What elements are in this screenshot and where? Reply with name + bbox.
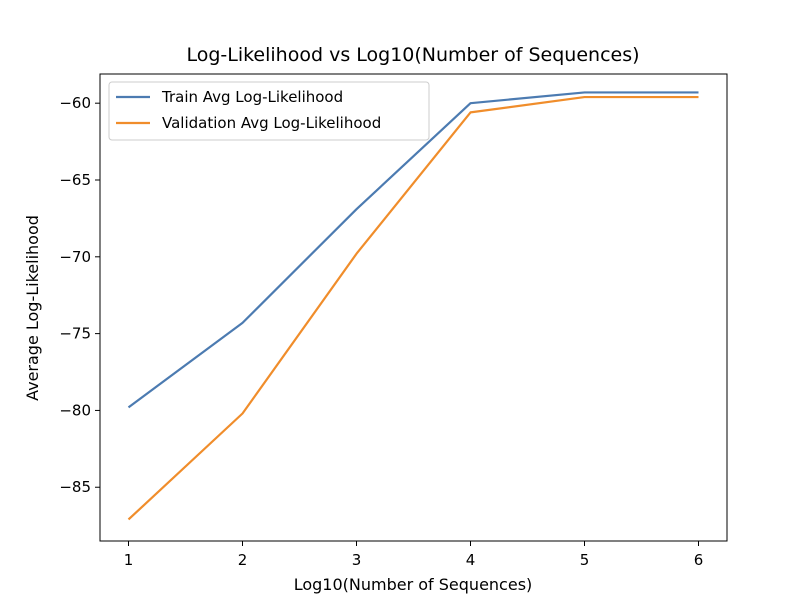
series-line-0 (127, 91, 699, 409)
y-tick-label: −60 (59, 94, 91, 112)
y-tick-label: −70 (59, 248, 91, 266)
y-tick-label: −85 (59, 478, 91, 496)
x-tick-label: 6 (694, 551, 704, 569)
x-tick-label: 5 (580, 551, 590, 569)
legend-box (108, 81, 430, 141)
series-line-1 (127, 95, 699, 521)
plot-frame (99, 73, 728, 542)
x-tick-label: 1 (124, 551, 134, 569)
legend-label-0: Train Avg Log-Likelihood (161, 88, 343, 106)
x-tick-label: 3 (352, 551, 362, 569)
y-tick-label: −80 (59, 401, 91, 419)
y-tick-label: −75 (59, 325, 91, 343)
x-axis-label: Log10(Number of Sequences) (294, 575, 533, 594)
legend: Train Avg Log-Likelihood Validation Avg L… (108, 81, 430, 141)
x-tick-label: 4 (466, 551, 476, 569)
y-axis-label: Average Log-Likelihood (23, 215, 42, 401)
series-layer (127, 91, 699, 521)
ticks-layer: 1 2 3 4 5 6 −85 −80 −75 −70 −65 −60 (59, 94, 703, 569)
legend-label-1: Validation Avg Log-Likelihood (162, 114, 381, 132)
x-tick-label: 2 (238, 551, 248, 569)
y-tick-label: −65 (59, 171, 91, 189)
chart-title: Log-Likelihood vs Log10(Number of Sequen… (186, 44, 639, 66)
